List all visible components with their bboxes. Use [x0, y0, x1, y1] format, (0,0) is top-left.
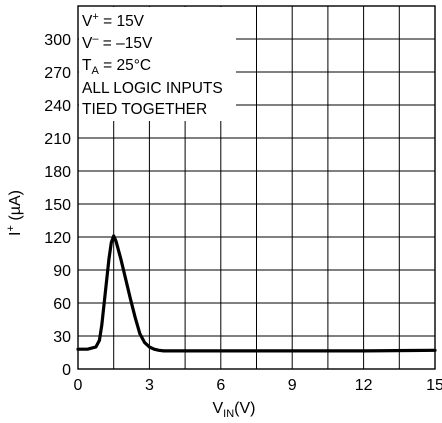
- x-tick-label: 12: [355, 377, 373, 394]
- y-tick-label: 270: [44, 65, 71, 82]
- x-axis-title: VIN(V): [213, 400, 256, 420]
- annotation: V+ = 15V V– = –15V TA = 25°C ALL LOGIC I…: [82, 11, 223, 118]
- supply-current-curve: [76, 234, 437, 353]
- x-tick-label: 15: [426, 377, 442, 394]
- annotation-temp: TA = 25°C: [82, 57, 151, 77]
- annotation-inputs: ALL LOGIC INPUTS: [82, 80, 223, 97]
- y-tick-label: 180: [44, 164, 71, 181]
- y-tick-label: 30: [53, 329, 71, 346]
- grid-lines: [78, 6, 435, 369]
- y-tick-label: 90: [53, 263, 71, 280]
- annotation-vplus: V+ = 15V: [82, 11, 145, 30]
- annotation-vminus: V– = –15V: [82, 33, 153, 52]
- y-tick-label: 150: [44, 197, 71, 214]
- y-tick-label: 300: [44, 32, 71, 49]
- y-tick-label: 240: [44, 98, 71, 115]
- x-tick-label: 9: [288, 377, 297, 394]
- x-tick-label: 0: [74, 377, 83, 394]
- x-tick-label: 3: [145, 377, 154, 394]
- x-tick-labels: 0 3 6 9 12 15: [74, 377, 442, 394]
- y-tick-labels: 0 30 60 90 120 150 180 210 240 270 300: [44, 32, 71, 379]
- x-tick-label: 6: [216, 377, 225, 394]
- y-tick-label: 210: [44, 131, 71, 148]
- y-tick-label: 60: [53, 296, 71, 313]
- plot-frame: [77, 5, 436, 370]
- annotation-box: [79, 7, 236, 121]
- annotation-tied: TIED TOGETHER: [82, 101, 207, 118]
- y-axis-title: I+ (µA): [5, 190, 24, 236]
- y-tick-label: 0: [62, 362, 71, 379]
- y-tick-label: 120: [44, 230, 71, 247]
